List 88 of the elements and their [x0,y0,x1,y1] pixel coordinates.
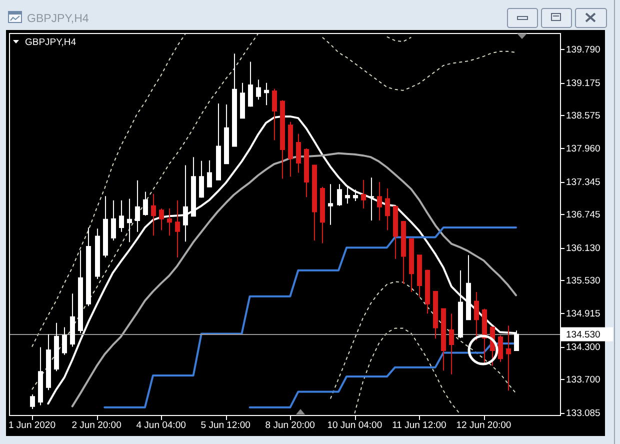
candlestick [183,164,188,242]
candlestick [328,184,333,226]
candlestick [119,200,124,232]
y-tick-label: 137.345 [566,177,600,188]
y-tick-label: 137.960 [566,144,600,155]
candlestick [296,133,301,174]
candlestick [280,100,285,180]
candlestick [482,308,487,365]
candlestick [70,293,75,348]
x-tick-label: 4 Jun 04:00 [136,420,186,431]
candlestick [498,334,503,362]
y-tick-label: 136.745 [566,210,600,221]
y-tick-label: 139.790 [566,44,600,56]
candlestick [232,53,237,148]
candlestick [240,82,245,120]
candlestick [361,179,366,210]
x-tick-label: 1 Jun 2020 [8,420,56,431]
candlestick [207,160,212,188]
candlestick [159,208,164,231]
line-series [71,152,517,408]
candlestick [369,177,374,221]
line-series [330,281,516,400]
candlestick [216,102,221,181]
candlestick [62,326,67,356]
candlestick [30,394,35,410]
candlestick [409,238,414,292]
candlestick [135,180,140,232]
candlestick [320,186,325,244]
candlestick [86,227,91,307]
candlestick [103,196,108,258]
candlestick [466,254,471,321]
candlestick [127,198,132,243]
candlestick [401,220,406,284]
chart-title: GBPJPY,H4 [27,13,90,25]
candlestick [191,156,196,218]
candlestick [433,290,438,340]
x-tick-label: 10 Jun 04:00 [327,420,382,431]
candlestick [385,188,390,231]
candlestick [143,191,148,216]
candlestick [458,270,463,339]
y-tick-label: 133.700 [566,374,600,386]
candlestick [111,200,116,242]
candlestick [38,346,43,406]
line-series [47,115,517,405]
candlestick [304,148,309,198]
y-tick-label: 133.085 [566,408,600,419]
candlestick [54,322,59,372]
x-tick-label: 5 Jun 12:00 [200,420,250,431]
candlestick [167,208,172,236]
candlestick [199,160,204,198]
candlestick [393,205,398,260]
x-tick-label: 2 Jun 20:00 [72,420,122,431]
candlestick [441,308,446,372]
candlestick [312,164,317,242]
chart-subtitle: GBPJPY,H4 [25,37,76,48]
candlestick [506,325,511,392]
line-series [354,328,460,414]
y-tick-label: 135.530 [566,275,600,286]
candlestick [353,189,358,202]
candlestick [337,184,342,206]
x-tick-label: 11 Jun 12:00 [392,420,446,431]
candlestick [264,82,269,106]
candlestick [345,186,350,204]
line-series [248,342,517,408]
candlestick [46,334,51,391]
candlestick [224,104,229,165]
candlestick [256,79,261,100]
candlestick [377,182,382,221]
candlestick [95,228,100,280]
candlestick [248,61,253,108]
y-tick-label: 136.130 [566,242,600,254]
x-tick-label: 8 Jun 20:00 [265,420,315,431]
candlestick [175,200,180,258]
ref-line-label: 134.530 [566,330,600,341]
y-tick-label: 138.575 [566,110,600,122]
y-tick-label: 134.915 [566,308,600,320]
candlestick [417,254,422,298]
candlestick [425,269,430,314]
candlestick [474,292,479,341]
line-series [104,226,517,408]
candlestick [288,121,293,178]
candlestick [151,193,156,236]
candlestick [272,88,277,141]
candlestick [78,250,83,334]
y-tick-label: 134.300 [566,342,600,354]
candlestick [449,313,454,375]
y-tick-label: 139.175 [566,78,600,89]
x-tick-label: 12 Jun 20:00 [456,420,512,431]
